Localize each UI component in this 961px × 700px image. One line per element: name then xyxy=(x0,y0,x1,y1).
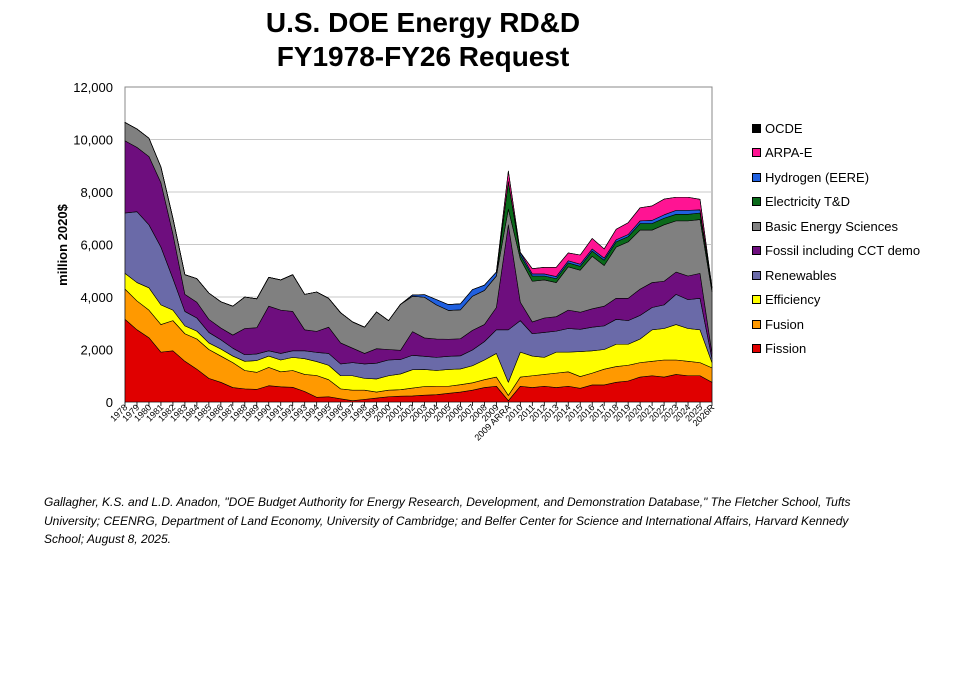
y-tick-label: 4,000 xyxy=(80,290,113,305)
legend-swatch xyxy=(752,123,761,133)
legend-item-renewables: Renewables xyxy=(752,263,920,288)
y-tick-label: 6,000 xyxy=(80,238,113,253)
legend-label: Renewables xyxy=(765,267,837,283)
legend-label: OCDE xyxy=(765,120,803,136)
legend-label: Hydrogen (EERE) xyxy=(765,169,870,185)
y-tick-label: 0 xyxy=(106,395,113,410)
legend-swatch xyxy=(752,295,761,305)
legend-item-efficiency: Efficiency xyxy=(752,288,920,313)
legend: OCDE ARPA-E Hydrogen (EERE) Electricity T&D… xyxy=(752,116,920,361)
legend-label: Fusion xyxy=(765,316,805,332)
legend-swatch xyxy=(752,319,761,329)
legend-swatch xyxy=(752,270,761,280)
chart-title-line-1: U.S. DOE Energy RD&D xyxy=(265,7,581,38)
legend-swatch xyxy=(752,221,761,231)
source-citation: Gallagher, K.S. and L.D. Anadon, "DOE Bu… xyxy=(44,495,851,546)
legend-item-hydrogen-eere: Hydrogen (EERE) xyxy=(752,165,920,190)
legend-label: Electricity T&D xyxy=(765,194,850,210)
y-tick-label: 12,000 xyxy=(73,80,113,95)
legend-item-fusion: Fusion xyxy=(752,312,920,337)
stacked-areas xyxy=(124,122,713,403)
legend-swatch xyxy=(752,172,761,182)
legend-item-ocde: OCDE xyxy=(752,116,920,141)
legend-label: Efficiency xyxy=(765,292,821,308)
legend-label: ARPA-E xyxy=(765,145,813,161)
y-tick-label: 2,000 xyxy=(80,343,113,358)
legend-item-arpa-e: ARPA-E xyxy=(752,141,920,166)
x-axis-ticks: 1978197919801981198219831984198519861987… xyxy=(108,402,717,443)
legend-swatch xyxy=(752,197,761,207)
legend-label: Fission xyxy=(765,341,807,357)
y-axis-ticks: 0 2,000 4,000 6,000 8,000 10,000 12,000 xyxy=(73,80,113,410)
legend-item-fossil-including-cct-demo: Fossil including CCT demo xyxy=(752,239,920,264)
legend-item-fission: Fission xyxy=(752,337,920,362)
y-tick-label: 10,000 xyxy=(73,133,113,148)
chart-title: U.S. DOE Energy RD&D FY1978-FY26 Request xyxy=(0,6,846,74)
legend-swatch xyxy=(752,246,761,256)
y-axis-title-group: million 2020$ xyxy=(55,203,70,285)
y-axis-title: million 2020$ xyxy=(55,203,70,285)
legend-label: Basic Energy Sciences xyxy=(765,218,898,234)
chart-title-line-2: FY1978-FY26 Request xyxy=(276,41,570,72)
legend-swatch xyxy=(752,344,761,354)
legend-item-basic-energy-sciences: Basic Energy Sciences xyxy=(752,214,920,239)
area-ocde xyxy=(124,122,713,328)
legend-label: Fossil including CCT demo xyxy=(765,243,921,259)
legend-swatch xyxy=(752,148,761,158)
legend-item-electricity-t-d: Electricity T&D xyxy=(752,190,920,215)
y-tick-label: 8,000 xyxy=(80,185,113,200)
